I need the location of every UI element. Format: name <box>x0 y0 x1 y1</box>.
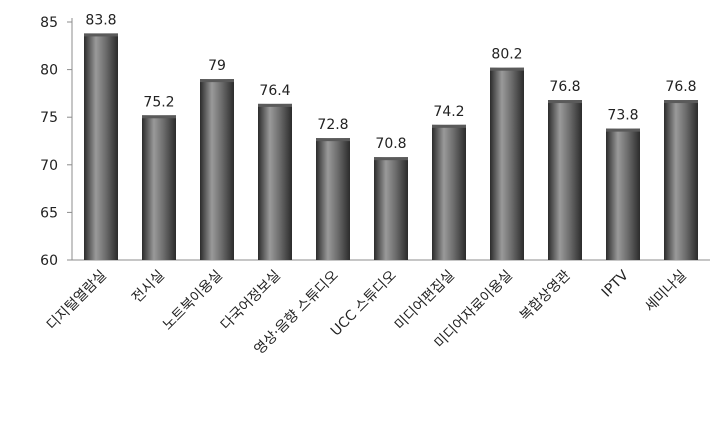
bar-top <box>374 157 408 161</box>
bar <box>316 138 350 260</box>
value-label: 73.8 <box>607 108 638 124</box>
bar <box>374 157 408 260</box>
bars <box>84 33 698 261</box>
bar-top <box>432 124 466 128</box>
bar-top <box>316 138 350 142</box>
value-label: 79 <box>208 58 226 74</box>
value-label: 72.8 <box>317 117 348 133</box>
bar <box>490 67 524 260</box>
y-tick-label: 65 <box>40 205 58 221</box>
bar <box>142 115 176 261</box>
value-label: 83.8 <box>85 12 116 28</box>
bar-top <box>606 128 640 132</box>
category-label: 세미나실 <box>642 268 690 316</box>
axes: 60 65 70 75 80 85 <box>40 15 710 269</box>
category-label: 노트북이용실 <box>160 268 226 334</box>
bar-top <box>84 33 118 37</box>
value-label: 70.8 <box>375 136 406 152</box>
y-tick-label: 60 <box>40 253 58 269</box>
bar-top <box>490 67 524 71</box>
bar <box>432 124 466 260</box>
bar <box>548 100 582 261</box>
bar-top <box>200 79 234 83</box>
value-label: 76.8 <box>549 79 580 95</box>
category-label: 복합상영관 <box>517 267 574 324</box>
bar-top <box>664 100 698 104</box>
bar <box>664 100 698 261</box>
bar <box>606 128 640 260</box>
bar <box>258 103 292 260</box>
bar-top <box>258 103 292 107</box>
bar <box>200 79 234 261</box>
value-label: 75.2 <box>143 94 174 110</box>
category-label: 전시실 <box>129 268 168 307</box>
value-label: 80.2 <box>491 47 522 63</box>
labels: 83.8디지털열람실75.2전시실79노트북이용실76.4다국어정보실72.8영… <box>44 12 697 358</box>
value-label: 74.2 <box>433 104 464 120</box>
y-tick-label: 75 <box>40 110 58 126</box>
category-label: 디지털열람실 <box>44 268 110 334</box>
y-tick-label: 70 <box>40 158 58 174</box>
bar-top <box>548 100 582 104</box>
bar-top <box>142 115 176 119</box>
bar <box>84 33 118 261</box>
value-label: 76.8 <box>665 79 696 95</box>
category-label: IPTV <box>599 267 632 300</box>
y-tick-label: 80 <box>40 63 58 79</box>
y-tick-label: 85 <box>40 15 58 31</box>
value-label: 76.4 <box>259 83 290 99</box>
